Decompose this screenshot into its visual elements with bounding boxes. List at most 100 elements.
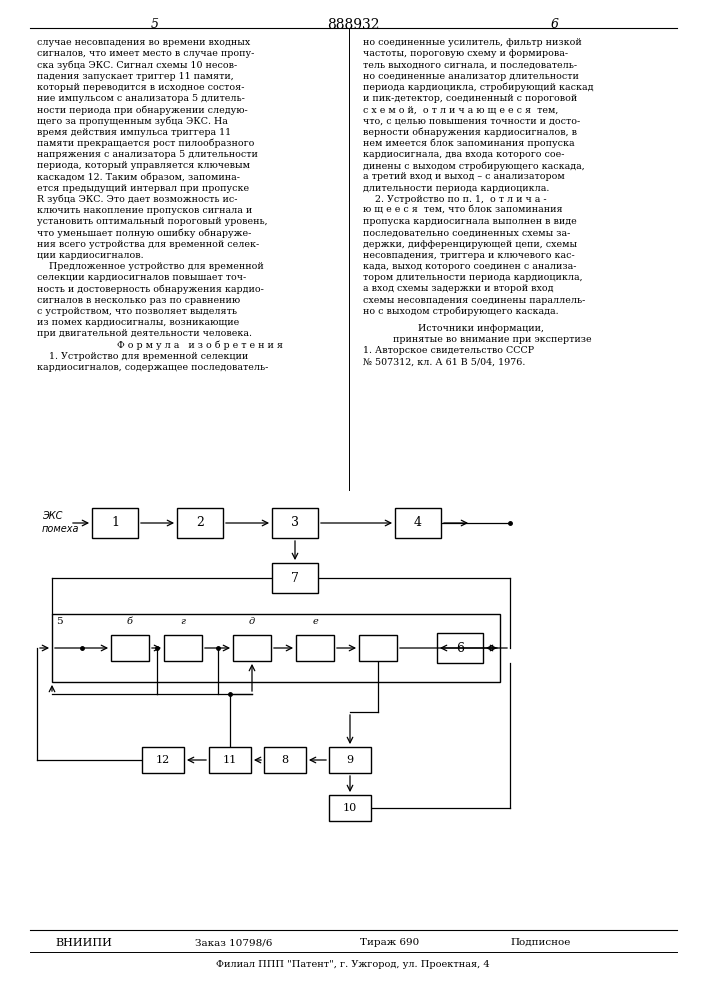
Bar bbox=[395, 508, 441, 538]
Text: 3: 3 bbox=[291, 516, 299, 530]
Text: нем имеется блок запоминания пропуска: нем имеется блок запоминания пропуска bbox=[363, 139, 575, 148]
Bar bbox=[233, 635, 271, 661]
Text: 5: 5 bbox=[151, 18, 159, 31]
Bar bbox=[329, 747, 371, 773]
Text: ции кардиосигналов.: ции кардиосигналов. bbox=[37, 251, 144, 260]
Text: ности периода при обнаружении следую-: ности периода при обнаружении следую- bbox=[37, 105, 247, 115]
Text: Предложенное устройство для временной: Предложенное устройство для временной bbox=[37, 262, 264, 271]
Text: напряжения с анализатора 5 длительности: напряжения с анализатора 5 длительности bbox=[37, 150, 258, 159]
Text: 12: 12 bbox=[156, 755, 170, 765]
Text: ВНИИПИ: ВНИИПИ bbox=[55, 938, 112, 948]
Text: ключить накопление пропусков сигнала и: ключить накопление пропусков сигнала и bbox=[37, 206, 252, 215]
Text: и пик-детектор, соединенный с пороговой: и пик-детектор, соединенный с пороговой bbox=[363, 94, 577, 103]
Bar bbox=[296, 635, 334, 661]
Text: время действия импульса триггера 11: время действия импульса триггера 11 bbox=[37, 128, 231, 137]
Text: е: е bbox=[312, 617, 318, 626]
Text: частоты, пороговую схему и формирова-: частоты, пороговую схему и формирова- bbox=[363, 49, 568, 58]
Text: но с выходом стробирующего каскада.: но с выходом стробирующего каскада. bbox=[363, 307, 559, 316]
Text: тель выходного сигнала, и последователь-: тель выходного сигнала, и последователь- bbox=[363, 60, 577, 69]
Text: с х е м о й,  о т л и ч а ю щ е е с я  тем,: с х е м о й, о т л и ч а ю щ е е с я тем… bbox=[363, 105, 559, 114]
Text: но соединенные усилитель, фильтр низкой: но соединенные усилитель, фильтр низкой bbox=[363, 38, 582, 47]
Text: када, выход которого соединен с анализа-: када, выход которого соединен с анализа- bbox=[363, 262, 576, 271]
Bar bbox=[209, 747, 251, 773]
Bar bbox=[177, 508, 223, 538]
Text: Подписное: Подписное bbox=[510, 938, 571, 947]
Text: 888932: 888932 bbox=[327, 18, 379, 32]
Text: Филиал ППП "Патент", г. Ужгород, ул. Проектная, 4: Филиал ППП "Патент", г. Ужгород, ул. Про… bbox=[216, 960, 490, 969]
Text: падения запускает триггер 11 памяти,: падения запускает триггер 11 памяти, bbox=[37, 72, 234, 81]
Text: верности обнаружения кардиосигналов, в: верности обнаружения кардиосигналов, в bbox=[363, 128, 577, 137]
Text: динены с выходом стробирующего каскада,: динены с выходом стробирующего каскада, bbox=[363, 161, 585, 171]
Text: 1: 1 bbox=[111, 516, 119, 530]
Text: № 507312, кл. А 61 В 5/04, 1976.: № 507312, кл. А 61 В 5/04, 1976. bbox=[363, 358, 525, 367]
Text: щего за пропущенным зубца ЭКС. На: щего за пропущенным зубца ЭКС. На bbox=[37, 116, 228, 126]
Text: 11: 11 bbox=[223, 755, 237, 765]
Text: что уменьшает полную ошибку обнаруже-: что уменьшает полную ошибку обнаруже- bbox=[37, 228, 252, 238]
Text: при двигательной деятельности человека.: при двигательной деятельности человека. bbox=[37, 329, 252, 338]
Text: установить оптимальный пороговый уровень,: установить оптимальный пороговый уровень… bbox=[37, 217, 268, 226]
Text: из помех кардиосигналы, возникающие: из помех кардиосигналы, возникающие bbox=[37, 318, 239, 327]
Text: 5: 5 bbox=[56, 617, 63, 626]
Text: ние импульсом с анализатора 5 длитель-: ние импульсом с анализатора 5 длитель- bbox=[37, 94, 245, 103]
Text: случае несовпадения во времени входных: случае несовпадения во времени входных bbox=[37, 38, 250, 47]
Text: длительности периода кардиоцикла.: длительности периода кардиоцикла. bbox=[363, 184, 549, 193]
Text: помеха: помеха bbox=[42, 524, 79, 534]
Text: тором длительности периода кардиоцикла,: тором длительности периода кардиоцикла, bbox=[363, 273, 583, 282]
Text: а вход схемы задержки и второй вход: а вход схемы задержки и второй вход bbox=[363, 284, 554, 293]
Text: R зубца ЭКС. Это дает возможность ис-: R зубца ЭКС. Это дает возможность ис- bbox=[37, 195, 238, 204]
Bar bbox=[92, 508, 138, 538]
Text: периода, который управляется ключевым: периода, который управляется ключевым bbox=[37, 161, 250, 170]
Text: кардиосигнала, два входа которого сое-: кардиосигнала, два входа которого сое- bbox=[363, 150, 564, 159]
Text: ния всего устройства для временной селек-: ния всего устройства для временной селек… bbox=[37, 240, 259, 249]
Text: ется предыдущий интервал при пропуске: ется предыдущий интервал при пропуске bbox=[37, 184, 249, 193]
Bar bbox=[52, 614, 500, 682]
Bar bbox=[111, 635, 149, 661]
Text: с устройством, что позволяет выделять: с устройством, что позволяет выделять bbox=[37, 307, 237, 316]
Text: но соединенные анализатор длительности: но соединенные анализатор длительности bbox=[363, 72, 579, 81]
Text: принятые во внимание при экспертизе: принятые во внимание при экспертизе bbox=[393, 335, 592, 344]
Text: Тираж 690: Тираж 690 bbox=[360, 938, 419, 947]
Bar bbox=[164, 635, 202, 661]
Text: что, с целью повышения точности и досто-: что, с целью повышения точности и досто- bbox=[363, 116, 580, 125]
Text: 1. Устройство для временной селекции: 1. Устройство для временной селекции bbox=[37, 352, 248, 361]
Text: 6: 6 bbox=[551, 18, 559, 31]
Text: а третий вход и выход – с анализатором: а третий вход и выход – с анализатором bbox=[363, 172, 565, 181]
Text: ЭКС: ЭКС bbox=[42, 511, 62, 521]
Text: 2: 2 bbox=[196, 516, 204, 530]
Bar bbox=[142, 747, 184, 773]
Text: сигналов в несколько раз по сравнению: сигналов в несколько раз по сравнению bbox=[37, 296, 240, 305]
Bar bbox=[264, 747, 306, 773]
Text: 4: 4 bbox=[414, 516, 422, 530]
Text: 2. Устройство по п. 1,  о т л и ч а -: 2. Устройство по п. 1, о т л и ч а - bbox=[363, 195, 547, 204]
Text: ю щ е е с я  тем, что блок запоминания: ю щ е е с я тем, что блок запоминания bbox=[363, 206, 563, 215]
Text: несовпадения, триггера и ключевого кас-: несовпадения, триггера и ключевого кас- bbox=[363, 251, 575, 260]
Text: 9: 9 bbox=[346, 755, 354, 765]
Text: который переводится в исходное состоя-: который переводится в исходное состоя- bbox=[37, 83, 245, 92]
Text: д: д bbox=[249, 617, 255, 626]
Bar bbox=[359, 635, 397, 661]
Text: 8: 8 bbox=[281, 755, 288, 765]
Text: 7: 7 bbox=[291, 572, 299, 584]
Text: г: г bbox=[180, 617, 185, 626]
Text: памяти прекращается рост пилообразного: памяти прекращается рост пилообразного bbox=[37, 139, 255, 148]
Text: 6: 6 bbox=[456, 642, 464, 654]
Text: 1. Авторское свидетельство СССР: 1. Авторское свидетельство СССР bbox=[363, 346, 534, 355]
Text: пропуска кардиосигнала выполнен в виде: пропуска кардиосигнала выполнен в виде bbox=[363, 217, 577, 226]
Bar bbox=[272, 563, 318, 593]
Text: б: б bbox=[127, 617, 133, 626]
Text: Заказ 10798/6: Заказ 10798/6 bbox=[195, 938, 272, 947]
Text: схемы несовпадения соединены параллель-: схемы несовпадения соединены параллель- bbox=[363, 296, 585, 305]
Text: ска зубца ЭКС. Сигнал схемы 10 несов-: ска зубца ЭКС. Сигнал схемы 10 несов- bbox=[37, 60, 238, 70]
Text: периода кардиоцикла, стробирующий каскад: периода кардиоцикла, стробирующий каскад bbox=[363, 83, 593, 92]
Text: Ф о р м у л а   и з о б р е т е н и я: Ф о р м у л а и з о б р е т е н и я bbox=[117, 340, 283, 350]
Text: кардиосигналов, содержащее последователь-: кардиосигналов, содержащее последователь… bbox=[37, 363, 269, 372]
Bar bbox=[437, 633, 483, 663]
Text: Источники информации,: Источники информации, bbox=[418, 324, 544, 333]
Text: сигналов, что имеет место в случае пропу-: сигналов, что имеет место в случае пропу… bbox=[37, 49, 255, 58]
Bar bbox=[329, 795, 371, 821]
Text: 10: 10 bbox=[343, 803, 357, 813]
Text: держки, дифференцирующей цепи, схемы: держки, дифференцирующей цепи, схемы bbox=[363, 240, 577, 249]
Text: последовательно соединенных схемы за-: последовательно соединенных схемы за- bbox=[363, 228, 571, 237]
Text: ность и достоверность обнаружения кардио-: ность и достоверность обнаружения кардио… bbox=[37, 284, 264, 294]
Bar bbox=[272, 508, 318, 538]
